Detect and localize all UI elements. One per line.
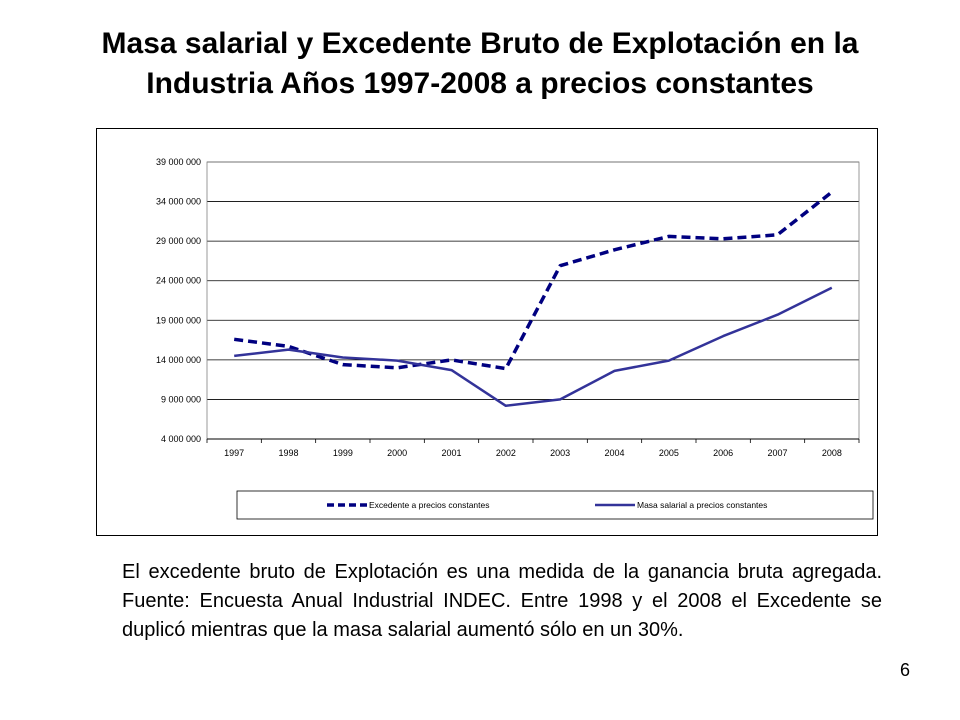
- y-tick-label: 29 000 000: [156, 236, 201, 246]
- y-tick-label: 19 000 000: [156, 315, 201, 325]
- x-tick-label: 1997: [224, 448, 244, 458]
- x-tick-label: 2000: [387, 448, 407, 458]
- slide-title: Masa salarial y Excedente Bruto de Explo…: [101, 27, 859, 100]
- axes: 4 000 000 9 000 000 14 000 000 19 000 000 24…: [156, 157, 860, 458]
- line-chart: 4 000 000 9 000 000 14 000 000 19 000 000 24…: [156, 157, 874, 520]
- x-tick-label: 2008: [822, 448, 842, 458]
- excedente-series-line: [233, 190, 833, 371]
- chart-frame: 4 000 000 9 000 000 14 000 000 19 000 000 24…: [96, 128, 878, 536]
- y-tick-label: 4 000 000: [161, 434, 201, 444]
- legend-label: Masa salarial a precios constantes: [637, 500, 767, 510]
- gridlines: [207, 161, 859, 440]
- body-text: El excedente bruto de Explotación es una…: [122, 561, 882, 641]
- series-lines: [233, 190, 833, 408]
- x-tick-label: 2007: [767, 448, 787, 458]
- y-tick-label: 34 000 000: [156, 197, 201, 207]
- y-tick-label: 39 000 000: [156, 157, 201, 167]
- legend-label: Excedente a precios constantes: [369, 500, 490, 510]
- x-tick-label: 2004: [604, 448, 624, 458]
- y-tick-label: 24 000 000: [156, 276, 201, 286]
- x-tick-label: 2001: [441, 448, 461, 458]
- x-tick-label: 2006: [713, 448, 733, 458]
- x-tick-label: 2005: [659, 448, 679, 458]
- y-tick-label: 9 000 000: [161, 394, 201, 404]
- y-tick-label: 14 000 000: [156, 355, 201, 365]
- plot-area-border: [206, 161, 860, 440]
- x-tick-label: 1998: [278, 448, 298, 458]
- page-number: 6: [899, 660, 910, 680]
- x-tick-label: 2002: [496, 448, 516, 458]
- x-tick-label: 2003: [550, 448, 570, 458]
- masa-salarial-series-line: [234, 286, 833, 408]
- x-tick-label: 1999: [333, 448, 353, 458]
- legend: Excedente a precios constantes Masa salar…: [236, 490, 874, 520]
